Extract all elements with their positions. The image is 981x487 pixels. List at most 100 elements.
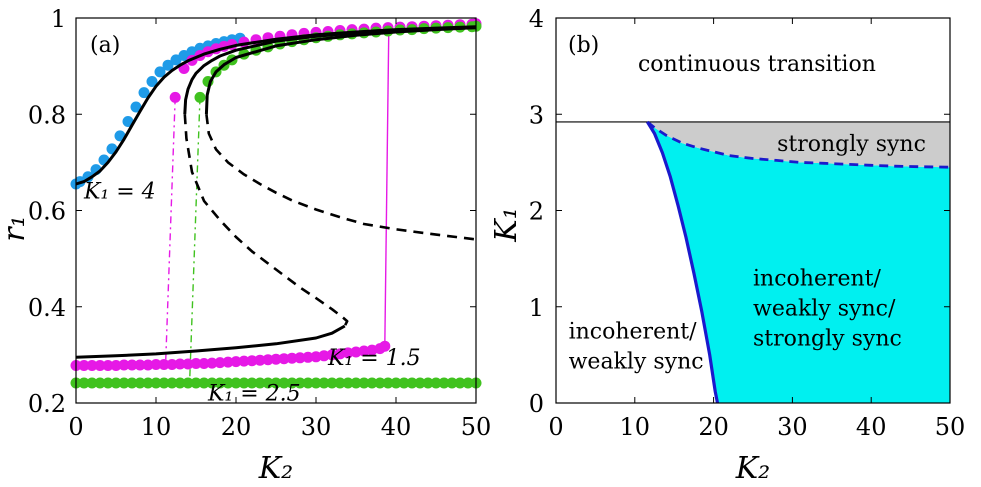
k1-2p5-sim-lower-point [134,359,146,371]
k1-2p5-sim-lower-point [206,357,218,369]
x-tick-label: 30 [777,413,808,441]
k1-1p5-sim-lower-point [142,377,154,389]
k1-1p5-sim-lower-point [238,377,250,389]
x-axis-title: K₂ [735,451,770,486]
x-axis-title: K₂ [258,451,293,486]
k1-2p5-sim-lower-point [379,340,391,352]
k1-2p5-sim-lower-point [246,355,258,367]
k1-2p5-sim-lower-point [302,351,314,363]
k1-2p5-sim-lower-point [150,359,162,370]
k1-1p5-sim-lower-point [254,377,266,389]
k1-1p5-sim-lower-point [366,377,378,389]
k1-1p5-sim-lower-point [454,377,466,389]
x-tick-label: 40 [856,413,887,441]
k1-1p5-sim-lower-point [422,377,434,389]
k1-1p5-sim-lower-point [302,377,314,389]
x-tick-label: 10 [620,413,651,441]
panel-b: 0 10 20 30 40 50 0 1 2 3 4 K₂ K₁ (b) continuous transi… [489,5,965,486]
theory-curve-5 [204,26,477,115]
y-tick-label: 3 [529,101,544,129]
k1-2p5-sim-lower-point [326,349,338,361]
k1-2p5-sim-lower-point [182,358,194,370]
region-gray [647,121,950,168]
region-cyan [647,121,950,404]
k1-1p5-sim-lower-point [462,377,474,389]
theory-curve-6 [205,114,477,241]
k1-1p5-sim-lower-point [166,377,178,389]
k1-4-sim-point [154,66,166,78]
y-tick-label: 0.6 [28,198,66,226]
panel-a-plot-area [70,18,482,389]
k1-2p5-sim-lower-point [318,350,330,362]
k1-4-sim-point [138,87,150,99]
k1-1p5-sim-upper-point [194,91,206,103]
theory-curve-3 [183,114,349,327]
jump-line-1 [384,28,390,347]
k1-2p5-sim-lower-point [94,360,106,371]
x-tick-label: 30 [301,413,332,441]
k1-4-sim-point [146,76,158,87]
k1-1p5-sim-lower [70,377,482,389]
x-tick-label: 10 [141,413,172,441]
region-label-3: weakly sync/ [753,297,896,322]
k1-2p5-sim-lower-point [230,356,242,368]
annotation-3: K₁ = 1.5 [327,346,421,371]
y-tick-label: 0 [529,390,544,418]
region-label-3: strongly sync [753,327,902,352]
k1-2p5-sim-lower-point [126,359,138,371]
region-label-4: weakly sync [569,350,704,375]
k1-2p5-sim-lower-point [334,348,346,360]
k1-1p5-sim-lower-point [270,377,282,389]
k1-1p5-sim-lower-point [214,377,226,389]
k1-1p5-sim-lower-point [126,377,138,389]
y-tick-label: 0.4 [28,294,66,322]
k1-2p5-sim-lower-point [222,356,234,368]
k1-1p5-sim-lower-point [182,377,194,389]
k1-1p5-sim-lower-point [382,377,394,389]
theory-curve-4 [75,324,346,359]
jump-line-3 [188,97,201,384]
region-label-2: strongly sync [777,132,926,157]
k1-2p5-sim-lower-point [158,359,170,370]
k1-1p5-sim-lower-point [94,377,106,389]
k1-2p5-sim-lower-point [238,355,250,367]
k1-2p5-sim-lower-point [118,359,130,371]
k1-1p5-sim-lower-point [230,377,242,389]
k1-1p5-sim-lower-point [86,377,98,389]
k1-1p5-sim-lower-point [438,377,450,389]
k1-2p5-sim-lower-point [102,360,114,371]
region-label-4: incoherent/ [569,320,698,345]
y-tick-label: 0.2 [28,390,66,418]
k1-1p5-sim-lower-point [150,377,162,389]
k1-1p5-sim-lower-point [326,377,338,389]
k1-1p5-sim-lower-point [286,377,298,389]
k1-1p5-sim-lower-point [390,377,402,389]
k1-2p5-sim-lower-point [270,353,282,365]
annotation-1: K₁ = 4 [83,179,156,204]
k1-1p5-sim-lower-point [414,377,426,389]
k1-2p5-sim-lower-point [294,352,306,364]
panel-label-a: (a) [90,33,120,58]
k1-2p5-sim-lower-point [310,351,322,363]
k1-1p5-sim-lower-point [110,377,122,389]
k1-2p5-sim-lower-point [174,358,186,370]
annotation-2: K₁ = 2.5 [207,382,301,407]
k1-2p5-sim-lower-point [342,347,354,359]
k1-1p5-sim-lower-point [342,377,354,389]
theory-curve-2 [183,26,477,115]
y-tick-label: 2 [529,198,544,226]
k1-1p5-sim-lower-point [446,377,458,389]
k1-1p5-sim-lower-point [206,377,218,389]
k1-4-sim-point [122,116,134,127]
k1-2p5-sim-lower-point [198,358,210,369]
k1-1p5-sim-lower-point [198,377,210,389]
y-tick-label: 1 [51,5,66,33]
x-tick-label: 20 [698,413,729,441]
k1-2p5-sim-lower-point [262,354,274,366]
k1-1p5-sim-lower-point [246,377,258,389]
k1-1p5-sim-lower-point [398,377,410,389]
x-tick-label: 0 [68,413,83,441]
k1-1p5-sim-lower-point [158,377,170,389]
y-tick-label: 1 [529,294,544,322]
